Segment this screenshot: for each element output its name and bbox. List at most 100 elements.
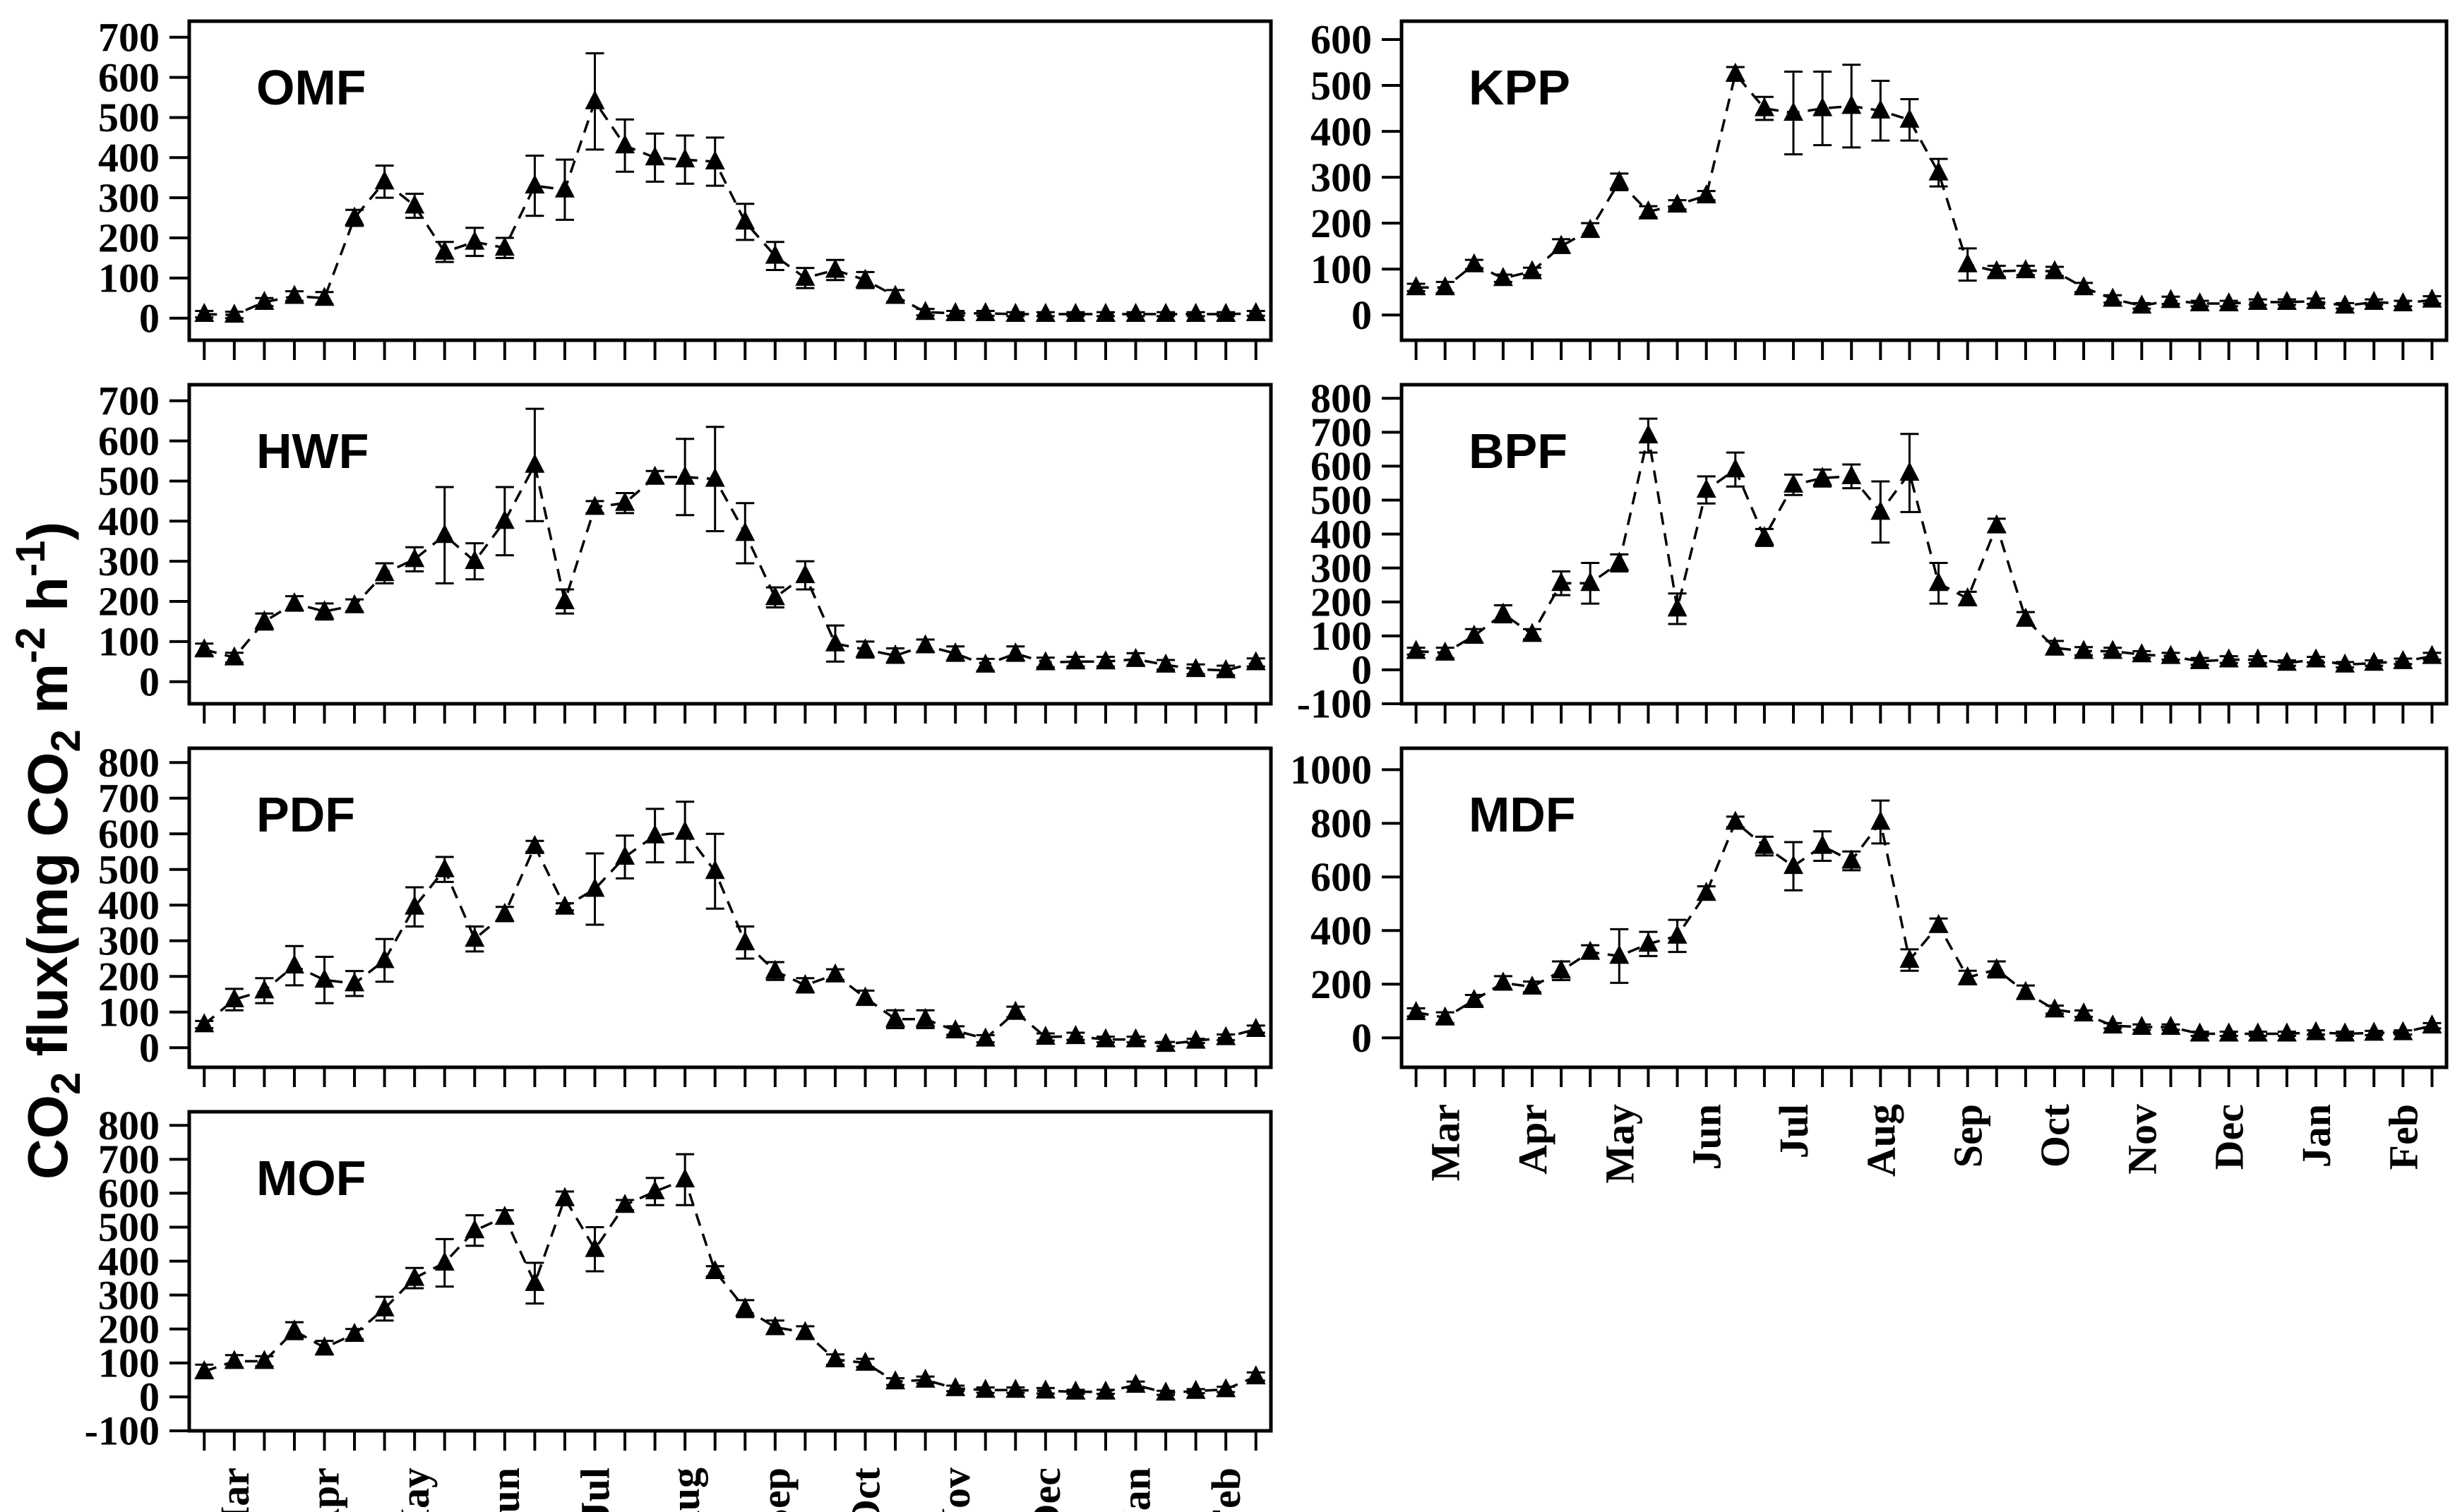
triangle-marker-icon [2276,652,2297,671]
triangle-marker-icon [284,1319,304,1339]
y-tick-label: 200 [98,1306,160,1352]
month-label: Aug [662,1468,708,1512]
triangle-marker-icon [1406,640,1426,659]
triangle-marker-icon [2364,291,2384,311]
triangle-marker-icon [945,1019,966,1038]
triangle-marker-icon [2103,287,2123,307]
triangle-marker-icon [2074,640,2094,659]
triangle-marker-icon [374,170,395,190]
triangle-marker-icon [795,1321,816,1340]
triangle-marker-icon [1156,653,1176,673]
data-line [204,98,1256,316]
triangle-marker-icon [675,820,695,840]
y-tick-label: 100 [1310,613,1372,659]
triangle-marker-icon [1870,99,1891,119]
panel-title: MOF [256,1151,366,1206]
panel-title: BPF [1469,424,1567,479]
triangle-marker-icon [615,846,635,865]
panel-title: OMF [256,60,366,115]
month-label: Apr [1510,1104,1555,1175]
month-label: Jun [482,1468,528,1512]
triangle-marker-icon [585,1237,605,1257]
triangle-marker-icon [2190,649,2210,669]
triangle-marker-icon [1957,253,1978,272]
triangle-marker-icon [585,496,605,515]
y-tick-label: 500 [98,1204,160,1250]
triangle-marker-icon [1065,1025,1086,1045]
triangle-marker-icon [855,1351,876,1371]
triangle-marker-icon [1216,659,1236,678]
triangle-marker-icon [224,1350,244,1369]
triangle-marker-icon [945,301,966,321]
triangle-marker-icon [2015,259,2036,279]
y-tick-label: 0 [139,1374,160,1420]
month-label: Dec [1023,1468,1069,1512]
panel-frame [1399,383,2449,706]
triangle-marker-icon [405,194,425,214]
y-tick-label: 100 [98,619,160,665]
triangle-marker-icon [1812,467,1833,486]
month-label: Feb [2380,1104,2426,1170]
month-label: Oct [2032,1103,2078,1168]
y-tick-label: 200 [98,215,160,261]
triangle-marker-icon [765,959,785,979]
triangle-marker-icon [975,1027,996,1047]
triangle-marker-icon [915,1368,936,1388]
triangle-marker-icon [1754,834,1774,854]
triangle-marker-icon [405,548,425,568]
triangle-marker-icon [1464,624,1484,644]
triangle-marker-icon [1522,260,1542,280]
triangle-marker-icon [645,1180,665,1199]
triangle-marker-icon [2045,998,2065,1018]
triangle-marker-icon [374,562,395,582]
triangle-marker-icon [1784,473,1803,493]
y-tick-label: 300 [98,175,160,221]
triangle-marker-icon [2103,1014,2123,1034]
y-tick-label: 500 [98,95,160,140]
month-label: Jan [2293,1104,2339,1168]
triangle-marker-icon [1986,514,2007,534]
triangle-marker-icon [1841,464,1862,484]
triangle-marker-icon [554,590,575,610]
triangle-marker-icon [194,1360,215,1379]
triangle-marker-icon [1035,303,1056,323]
triangle-marker-icon [915,634,936,654]
panel-frame [1399,746,2449,1069]
panel-title: HWF [256,424,369,479]
triangle-marker-icon [2132,1016,2152,1036]
triangle-marker-icon [1125,647,1146,667]
triangle-marker-icon [1065,303,1086,323]
triangle-marker-icon [554,895,575,915]
triangle-marker-icon [2247,1022,2268,1042]
triangle-marker-icon [434,240,455,260]
y-tick-label: 600 [1310,854,1372,900]
triangle-marker-icon [825,963,845,983]
triangle-marker-icon [1580,218,1601,238]
triangle-marker-icon [1899,949,1920,968]
triangle-marker-icon [1095,303,1116,323]
month-label: Mar [1423,1104,1469,1182]
triangle-marker-icon [284,592,304,611]
month-label: Jul [1771,1104,1817,1158]
month-label: Dec [2206,1104,2252,1170]
triangle-marker-icon [1406,1001,1426,1021]
triangle-marker-icon [645,146,665,166]
triangle-marker-icon [1522,976,1542,995]
triangle-marker-icon [2161,644,2181,664]
triangle-marker-icon [2015,607,2036,627]
triangle-marker-icon [1899,108,1920,128]
y-tick-label: 1000 [1290,747,1372,793]
triangle-marker-icon [705,860,725,880]
triangle-marker-icon [1125,1028,1146,1048]
triangle-marker-icon [224,988,244,1008]
triangle-marker-icon [1464,253,1484,272]
triangle-marker-icon [1216,1378,1236,1398]
triangle-marker-icon [2306,648,2326,668]
triangle-marker-icon [1435,1006,1455,1026]
triangle-marker-icon [434,524,455,544]
y-tick-label: 300 [98,1272,160,1318]
